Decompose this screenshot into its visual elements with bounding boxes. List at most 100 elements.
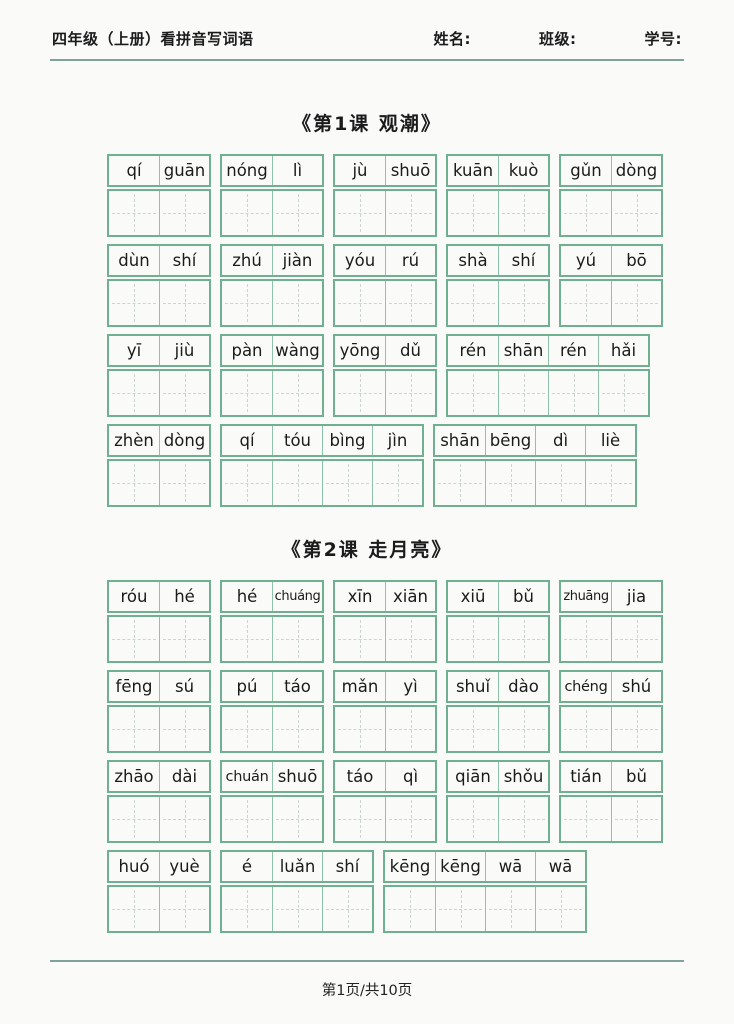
pinyin-syllable: shuǐ: [448, 672, 498, 701]
pinyin-row: jù shuō: [333, 154, 437, 187]
pinyin-syllable: qiān: [448, 762, 498, 791]
writing-row: [559, 189, 663, 237]
word-row: qí guān nóng lì jù shuō kuān kuò gǔn dòng: [107, 154, 734, 237]
pinyin-syllable: rén: [548, 336, 598, 365]
word-group: qí guān: [107, 154, 211, 237]
pinyin-syllable: qì: [385, 762, 435, 791]
word-group: nóng lì: [220, 154, 324, 237]
word-group: shuǐ dào: [446, 670, 550, 753]
pinyin-row: chéng shú: [559, 670, 663, 703]
word-group: kēng kēng wā wā: [383, 850, 587, 933]
pinyin-syllable: táo: [272, 672, 322, 701]
pinyin-syllable: kēng: [435, 852, 485, 881]
word-group: zhú jiàn: [220, 244, 324, 327]
pinyin-syllable: bō: [611, 246, 661, 275]
pinyin-syllable: pàn: [222, 336, 272, 365]
pinyin-syllable: yī: [109, 336, 159, 365]
pinyin-syllable: dào: [498, 672, 548, 701]
writing-box: [272, 191, 322, 235]
writing-box: [335, 371, 385, 415]
word-group: kuān kuò: [446, 154, 550, 237]
writing-row: [107, 885, 211, 933]
writing-box: [611, 281, 661, 325]
word-group: yú bō: [559, 244, 663, 327]
word-group: qí tóu bìng jìn: [220, 424, 424, 507]
pinyin-row: fēng sú: [107, 670, 211, 703]
writing-row: [220, 279, 324, 327]
writing-box: [385, 191, 435, 235]
writing-box: [335, 281, 385, 325]
pinyin-row: táo qì: [333, 760, 437, 793]
writing-box: [561, 191, 611, 235]
writing-box: [109, 707, 159, 751]
pinyin-syllable: tián: [561, 762, 611, 791]
writing-row: [333, 189, 437, 237]
word-group: xiū bǔ: [446, 580, 550, 663]
writing-row: [446, 369, 650, 417]
class-label: 班级:: [539, 30, 577, 48]
writing-box: [109, 887, 159, 931]
word-row: róu hé hé chuáng xīn xiān xiū bǔ zhuāng jia: [107, 580, 734, 663]
pinyin-syllable: yuè: [159, 852, 209, 881]
writing-box: [535, 887, 585, 931]
writing-row: [383, 885, 587, 933]
writing-box: [385, 707, 435, 751]
word-group: pàn wàng: [220, 334, 324, 417]
page-number: 第1页/共10页: [321, 983, 413, 999]
pinyin-syllable: shān: [435, 426, 485, 455]
pinyin-syllable: yōng: [335, 336, 385, 365]
word-group: yóu rú: [333, 244, 437, 327]
writing-row: [333, 615, 437, 663]
word-group: táo qì: [333, 760, 437, 843]
writing-box: [322, 461, 372, 505]
writing-box: [222, 797, 272, 841]
pinyin-syllable: zhāo: [109, 762, 159, 791]
pinyin-row: yōng dǔ: [333, 334, 437, 367]
writing-row: [559, 705, 663, 753]
word-group: yōng dǔ: [333, 334, 437, 417]
pinyin-row: xīn xiān: [333, 580, 437, 613]
writing-box: [222, 191, 272, 235]
pinyin-row: shān bēng dì liè: [433, 424, 637, 457]
word-group: zhuāng jia: [559, 580, 663, 663]
writing-box: [272, 617, 322, 661]
writing-box: [159, 281, 209, 325]
writing-box: [611, 191, 661, 235]
pinyin-syllable: yú: [561, 246, 611, 275]
writing-box: [109, 371, 159, 415]
writing-box: [611, 617, 661, 661]
writing-box: [498, 707, 548, 751]
pinyin-syllable: qí: [109, 156, 159, 185]
pinyin-syllable: jìn: [372, 426, 422, 455]
pinyin-syllable: wā: [535, 852, 585, 881]
writing-row: [107, 615, 211, 663]
writing-row: [446, 795, 550, 843]
pinyin-syllable: shuō: [385, 156, 435, 185]
writing-row: [559, 279, 663, 327]
pinyin-row: qí tóu bìng jìn: [220, 424, 424, 457]
pinyin-row: nóng lì: [220, 154, 324, 187]
pinyin-row: dùn shí: [107, 244, 211, 277]
pinyin-syllable: hé: [222, 582, 272, 611]
writing-box: [385, 371, 435, 415]
writing-box: [448, 371, 498, 415]
writing-row: [220, 369, 324, 417]
pinyin-syllable: shà: [448, 246, 498, 275]
student-id-label: 学号:: [644, 30, 682, 48]
pinyin-syllable: gǔn: [561, 156, 611, 185]
word-group: shà shí: [446, 244, 550, 327]
pinyin-syllable: shí: [159, 246, 209, 275]
pinyin-row: zhuāng jia: [559, 580, 663, 613]
writing-row: [433, 459, 637, 507]
writing-box: [435, 461, 485, 505]
writing-box: [335, 797, 385, 841]
writing-box: [372, 461, 422, 505]
writing-box: [159, 371, 209, 415]
writing-box: [159, 887, 209, 931]
pinyin-row: gǔn dòng: [559, 154, 663, 187]
word-group: é luǎn shí: [220, 850, 374, 933]
writing-box: [272, 887, 322, 931]
pinyin-row: xiū bǔ: [446, 580, 550, 613]
writing-box: [335, 191, 385, 235]
pinyin-syllable: luǎn: [272, 852, 322, 881]
